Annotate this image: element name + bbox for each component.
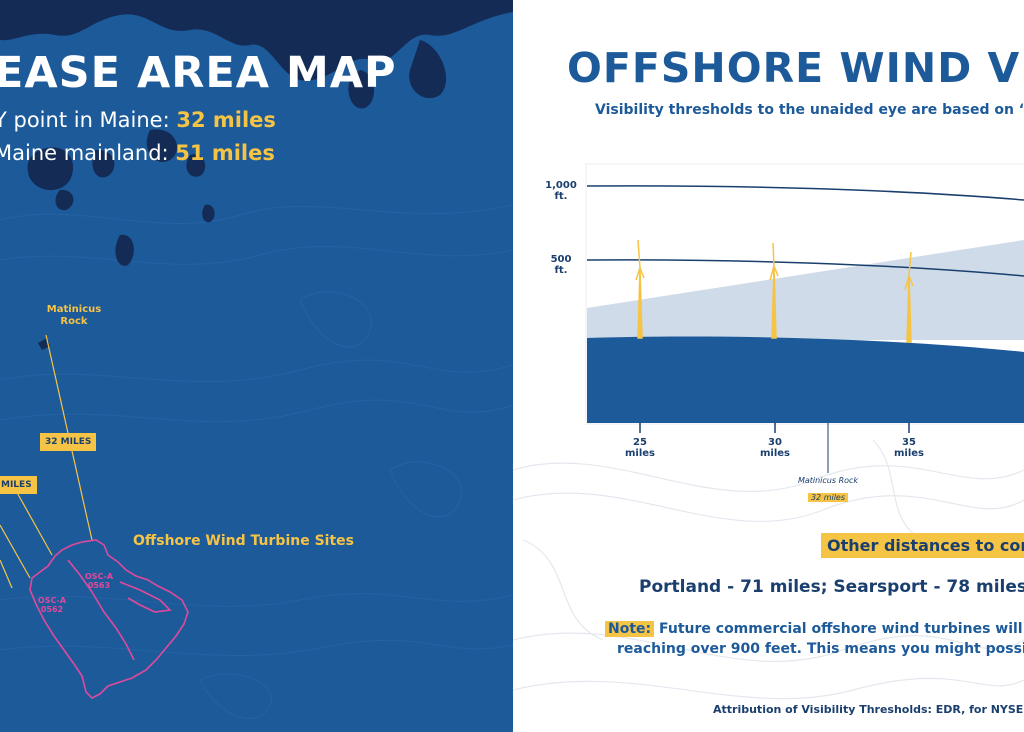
note-line-1-text: Future commercial offshore wind turbines… <box>658 621 1024 637</box>
distance-lines <box>0 334 93 589</box>
x-tick-30-unit: miles <box>759 448 790 459</box>
other-distances-list: Portland - 71 miles; Searsport - 78 mile… <box>639 577 1024 597</box>
distance-line-1-value: 32 miles <box>176 108 276 132</box>
maine-coastline <box>0 0 513 350</box>
y-label-1000: 1,000 ft. <box>543 180 579 202</box>
lease-area-map-panel: EASE AREA MAP Y point in Maine: 32 miles… <box>0 0 513 732</box>
turbine-30-miles <box>769 242 779 339</box>
turbines <box>635 239 914 343</box>
note-line-1: Note: Future commercial offshore wind tu… <box>605 621 1024 637</box>
x-tick-25: 25 miles <box>615 437 665 459</box>
x-tick-marks <box>639 423 910 433</box>
distance-line-1: Y point in Maine: 32 miles <box>0 108 276 132</box>
lease-id-0562: OSC-A 0562 <box>37 596 67 614</box>
x-tick-35-unit: miles <box>893 448 924 459</box>
turbine-sites-label: Offshore Wind Turbine Sites <box>133 533 354 549</box>
threshold-1000ft-line <box>586 185 1024 201</box>
matinicus-rock-label: Matinicus Rock <box>46 304 102 327</box>
map-title: EASE AREA MAP <box>0 48 397 98</box>
lease-id-0562-line1: OSC-A <box>37 596 67 605</box>
distance-line-1-label: Y point in Maine: <box>0 108 177 132</box>
y-label-500-value: 500 <box>550 254 572 265</box>
distance-line-2-value: 51 miles <box>175 141 275 165</box>
marker-value: 32 miles <box>807 493 849 502</box>
bathymetry-contours <box>0 204 513 720</box>
y-label-500: 500 ft. <box>543 254 579 276</box>
lease-id-0563: OSC-A 0563 <box>84 572 114 590</box>
ocean-curvature <box>587 336 1024 423</box>
turbine-25-miles <box>635 239 645 339</box>
threshold-500ft-line <box>586 259 1024 277</box>
distance-tag-32-miles: 32 MILES <box>40 433 97 451</box>
haze-wedge <box>587 240 1024 340</box>
x-tick-35-value: 35 <box>902 437 916 448</box>
background-texture <box>513 439 1024 700</box>
x-tick-30-value: 30 <box>768 437 782 448</box>
turbine-35-miles <box>904 251 914 343</box>
distance-line-2-label: Maine mainland: <box>0 141 176 165</box>
y-label-500-unit: ft. <box>554 265 568 276</box>
lease-id-0563-line2: 0563 <box>87 581 111 590</box>
visibility-subtitle: Visibility thresholds to the unaided eye… <box>595 102 1024 118</box>
distance-tag-partial: MILES <box>0 476 37 494</box>
visibility-info-panel: OFFSHORE WIND VISI Visibility thresholds… <box>513 0 1024 732</box>
matinicus-rock-marker: Matinicus Rock 32 miles <box>788 476 868 504</box>
x-tick-35: 35 miles <box>884 437 934 459</box>
lease-id-0562-line2: 0562 <box>40 605 64 614</box>
x-tick-25-unit: miles <box>624 448 655 459</box>
other-distances-heading: Other distances to com <box>821 533 1024 558</box>
y-label-1000-value: 1,000 <box>545 180 577 191</box>
lease-id-0563-line1: OSC-A <box>84 572 114 581</box>
distance-line-2: Maine mainland: 51 miles <box>0 141 275 165</box>
lease-area-outlines <box>29 539 189 699</box>
map-graphic <box>0 0 513 720</box>
marker-label: Matinicus Rock <box>797 476 859 485</box>
visibility-diagram <box>513 163 1024 700</box>
y-label-1000-unit: ft. <box>554 191 568 202</box>
x-tick-30: 30 miles <box>750 437 800 459</box>
visibility-title: OFFSHORE WIND VISI <box>567 44 1024 92</box>
note-line-2: reaching over 900 feet. This means you m… <box>617 641 1024 657</box>
attribution: Attribution of Visibility Thresholds: ED… <box>713 703 1024 716</box>
x-tick-25-value: 25 <box>633 437 647 448</box>
note-label: Note: <box>605 621 655 637</box>
